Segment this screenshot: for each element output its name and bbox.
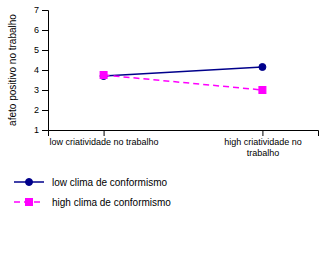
- series-line: [104, 67, 263, 76]
- tick: 1: [34, 125, 48, 135]
- tick-label: 2: [34, 105, 39, 115]
- tick-label: 7: [34, 5, 39, 15]
- tick-mark: [42, 30, 48, 31]
- tick-mark: [42, 50, 48, 51]
- legend: low clima de conformismo high clima de co…: [14, 177, 171, 208]
- tick: 2: [34, 105, 48, 115]
- tick: 3: [34, 85, 48, 95]
- tick-mark: [42, 90, 48, 91]
- tick-label: 1: [34, 125, 39, 135]
- tick: low criatividade no trabalho: [50, 130, 159, 147]
- legend-label: low clima de conformismo: [52, 177, 167, 188]
- tick-label: 5: [34, 45, 39, 55]
- y-axis-title: afeto positivo no trabalho: [7, 14, 18, 126]
- x-axis: low criatividade no trabalho high criativ…: [49, 130, 319, 158]
- axis-line: [42, 11, 49, 131]
- point: [259, 87, 266, 94]
- tick-label: 4: [34, 65, 39, 75]
- tick-label: 3: [34, 85, 39, 95]
- tick-mark: [262, 130, 263, 136]
- axis-line: [49, 131, 319, 137]
- tick: 7: [34, 5, 48, 15]
- tick-mark: [42, 10, 48, 11]
- chart: 1 2 3 4 5 6 7 low criatividade no trabalho high …: [0, 0, 333, 254]
- tick: high criatividade notrabalho: [224, 130, 302, 158]
- tick-mark: [42, 70, 48, 71]
- markers: [100, 72, 266, 94]
- series-line: [104, 75, 263, 90]
- point: [259, 64, 266, 71]
- y-axis: 1 2 3 4 5 6 7: [34, 5, 49, 135]
- tick: 4: [34, 65, 48, 75]
- plot-area: [100, 64, 266, 94]
- tick-mark: [42, 130, 48, 131]
- tick: 5: [34, 45, 48, 55]
- legend-marker: [26, 179, 33, 186]
- tick-label: high criatividade notrabalho: [224, 137, 302, 158]
- tick-mark: [42, 110, 48, 111]
- legend-marker: [26, 199, 33, 206]
- tick-mark: [104, 130, 105, 136]
- tick: 6: [34, 25, 48, 35]
- legend-item: low clima de conformismo: [14, 177, 167, 188]
- tick-label: low criatividade no trabalho: [50, 137, 159, 147]
- point: [100, 72, 107, 79]
- legend-label: high clima de conformismo: [52, 197, 171, 208]
- tick-label: 6: [34, 25, 39, 35]
- legend-item: high clima de conformismo: [14, 197, 171, 208]
- point: [100, 73, 107, 80]
